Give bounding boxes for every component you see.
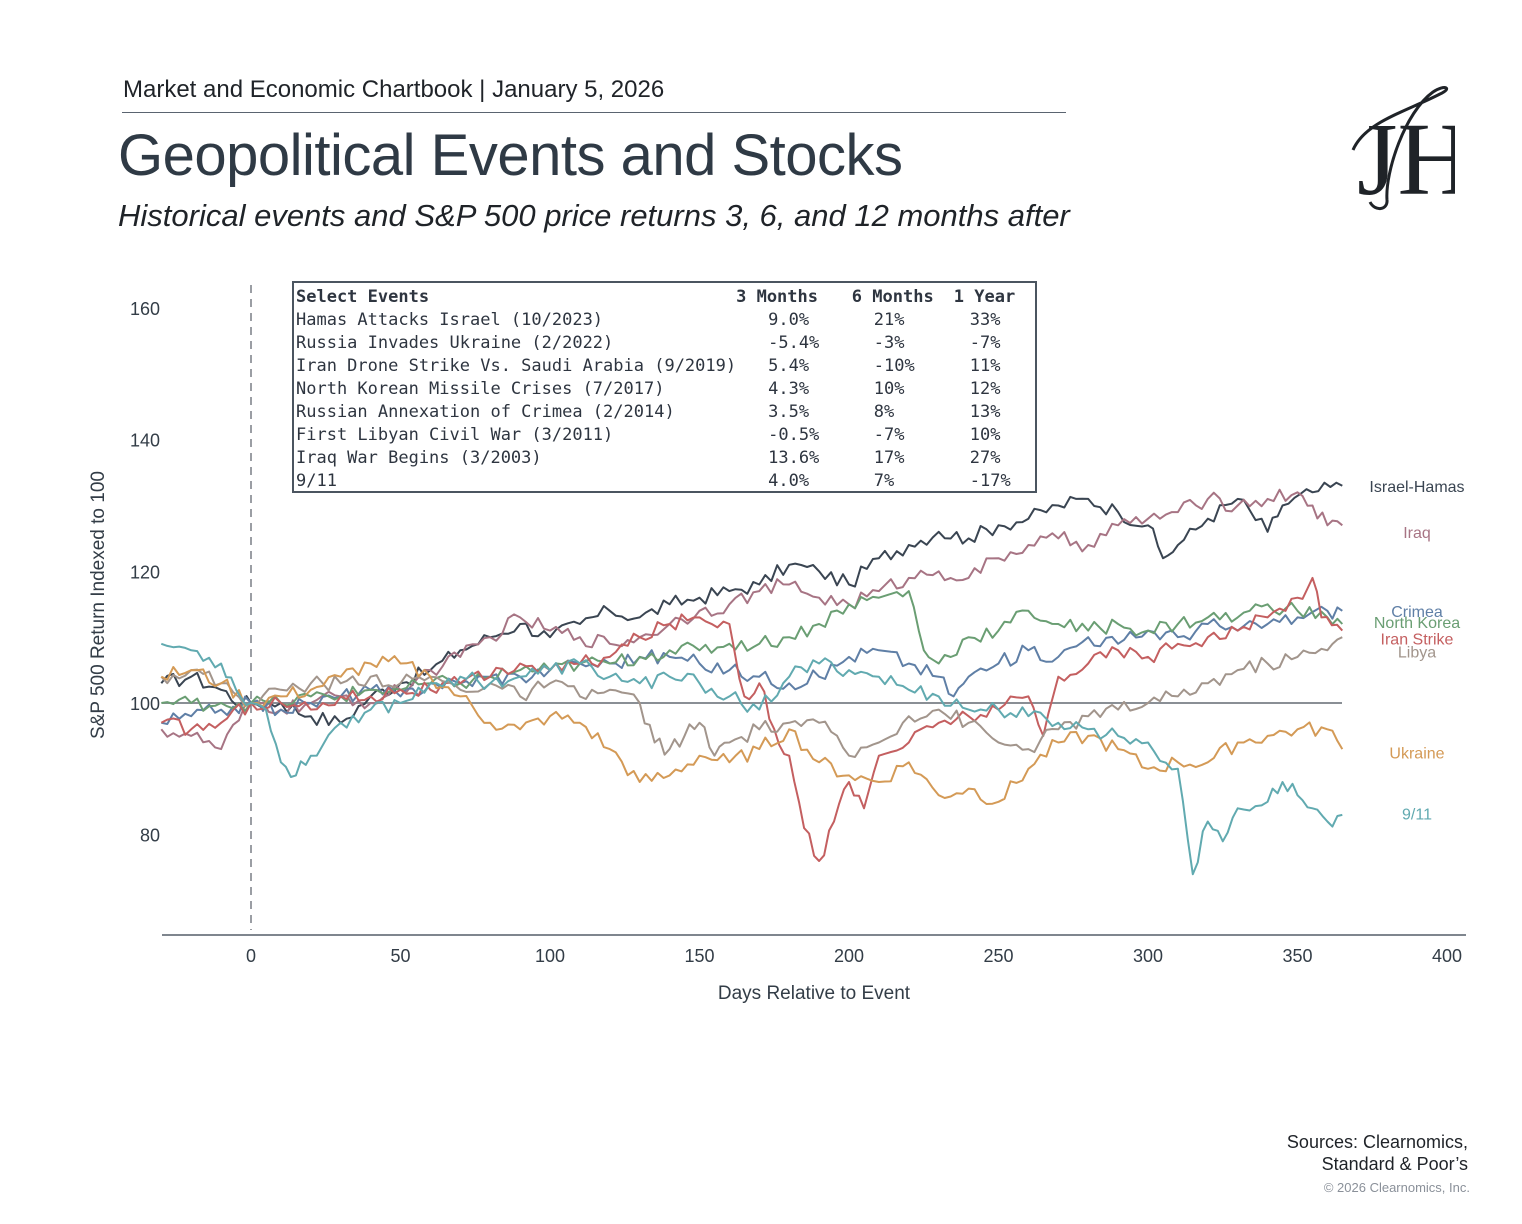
series-line-iran-strike [160, 576, 1344, 862]
one-year-cell: 10% [969, 425, 1001, 445]
table-row: First Libyan Civil War (3/2011) -0.5% -7% 1… [294, 424, 1035, 447]
table-row: Russia Invades Ukraine (2/2022) -5.4% -3% -… [294, 332, 1035, 355]
col-header-3-months: 3 Months [736, 287, 818, 307]
event-name-cell: 9/11 [296, 471, 337, 491]
y-axis-title: S&P 500 Return Indexed to 100 [88, 471, 109, 739]
three-month-cell: 4.0% [768, 471, 810, 491]
header-divider [122, 112, 1066, 113]
one-year-cell: 27% [969, 448, 1001, 468]
x-tick-label: 200 [834, 946, 864, 966]
events-table-box: Select Events 3 Months 6 Months 1 Year H… [292, 281, 1037, 493]
event-name-cell: Russia Invades Ukraine (2/2022) [296, 333, 614, 353]
series-label: Crimea [1391, 604, 1443, 621]
six-month-cell: -7% [873, 425, 905, 445]
one-year-cell: 12% [969, 379, 1001, 399]
series-label: Iraq [1403, 525, 1431, 542]
page-title: Geopolitical Events and Stocks [118, 123, 903, 188]
three-month-cell: -0.5% [768, 425, 820, 445]
event-name-cell: Russian Annexation of Crimea (2/2014) [296, 402, 675, 422]
copyright-note: © 2026 Clearnomics, Inc. [1323, 1180, 1470, 1195]
y-tick-label: 100 [130, 694, 160, 714]
six-month-cell: 17% [873, 448, 905, 468]
table-row: Iraq War Begins (3/2003) 13.6% 17% 27% [294, 447, 1035, 470]
series-line-iraq [160, 488, 1343, 751]
series-label: Ukraine [1389, 745, 1444, 762]
three-month-cell: -5.4% [768, 333, 820, 353]
three-month-cell: 5.4% [768, 356, 810, 376]
logo-text: JH [1357, 102, 1455, 214]
x-tick-label: 0 [246, 946, 256, 966]
event-name-cell: Hamas Attacks Israel (10/2023) [296, 310, 604, 330]
series-label: Libya [1398, 645, 1436, 662]
three-month-cell: 3.5% [768, 402, 810, 422]
six-month-cell: -10% [873, 356, 915, 376]
three-month-cell: 9.0% [768, 310, 810, 330]
series-label: North Korea [1374, 615, 1460, 632]
series-line-israel-hamas [160, 481, 1343, 726]
three-month-cell: 13.6% [768, 448, 820, 468]
x-axis-title: Days Relative to Event [718, 983, 911, 1004]
six-month-cell: 7% [873, 471, 895, 491]
one-year-cell: 11% [969, 356, 1001, 376]
x-tick-label: 250 [983, 946, 1013, 966]
x-tick-label: 150 [684, 946, 714, 966]
series-label: Israel-Hamas [1369, 479, 1464, 496]
series-label: 9/11 [1402, 807, 1432, 824]
table-row: Hamas Attacks Israel (10/2023) 9.0% 21% 33% [294, 309, 1035, 332]
monogram-logo-icon: JH [1351, 86, 1455, 214]
series-line-libya [160, 636, 1343, 758]
three-month-cell: 4.3% [768, 379, 810, 399]
six-month-cell: 10% [873, 379, 905, 399]
y-tick-label: 160 [130, 299, 160, 319]
x-tick-label: 350 [1282, 946, 1312, 966]
series-label: Iran Strike [1381, 631, 1454, 648]
page-subtitle: Historical events and S&P 500 price retu… [118, 198, 1070, 233]
table-row: Russian Annexation of Crimea (2/2014) 3.5… [294, 401, 1035, 424]
col-header-1-year: 1 Year [953, 287, 1016, 307]
y-tick-label: 140 [130, 431, 160, 451]
sources-line-2: Standard & Poor’s [1321, 1154, 1468, 1174]
x-tick-label: 300 [1133, 946, 1163, 966]
table-row: Iran Drone Strike Vs. Saudi Arabia (9/20… [294, 355, 1035, 378]
one-year-cell: 13% [969, 402, 1001, 422]
event-name-cell: First Libyan Civil War (3/2011) [296, 425, 614, 445]
event-name-cell: Iran Drone Strike Vs. Saudi Arabia (9/20… [296, 356, 737, 376]
sources-note: Sources: Clearnomics, Standard & Poor’s [1287, 1131, 1468, 1175]
events-table-header-row: Select Events 3 Months 6 Months 1 Year [294, 286, 1035, 309]
one-year-cell: 33% [969, 310, 1001, 330]
chartbook-header: Market and Economic Chartbook | January … [123, 76, 665, 103]
event-name-cell: Iraq War Begins (3/2003) [296, 448, 542, 468]
one-year-cell: -7% [969, 333, 1001, 353]
y-tick-label: 80 [140, 826, 160, 846]
six-month-cell: 8% [873, 402, 895, 422]
col-header-event: Select Events [296, 287, 430, 307]
events-table: Select Events 3 Months 6 Months 1 Year H… [294, 286, 1035, 493]
one-year-cell: -17% [969, 471, 1011, 491]
table-row: 9/11 4.0% 7% -17% [294, 470, 1035, 493]
series-line-9-11 [160, 642, 1343, 876]
x-tick-label: 100 [535, 946, 565, 966]
event-name-cell: North Korean Missile Crises (7/2017) [296, 379, 665, 399]
x-tick-label: 400 [1432, 946, 1462, 966]
series-line-north-korea [161, 590, 1344, 712]
sources-line-1: Sources: Clearnomics, [1286, 1132, 1468, 1152]
six-month-cell: -3% [873, 333, 905, 353]
y-tick-label: 120 [130, 562, 160, 582]
series-line-ukraine [160, 655, 1344, 805]
x-tick-label: 50 [390, 946, 410, 966]
six-month-cell: 21% [873, 310, 905, 330]
table-row: North Korean Missile Crises (7/2017) 4.3%… [294, 378, 1035, 401]
col-header-6-months: 6 Months [851, 287, 934, 307]
